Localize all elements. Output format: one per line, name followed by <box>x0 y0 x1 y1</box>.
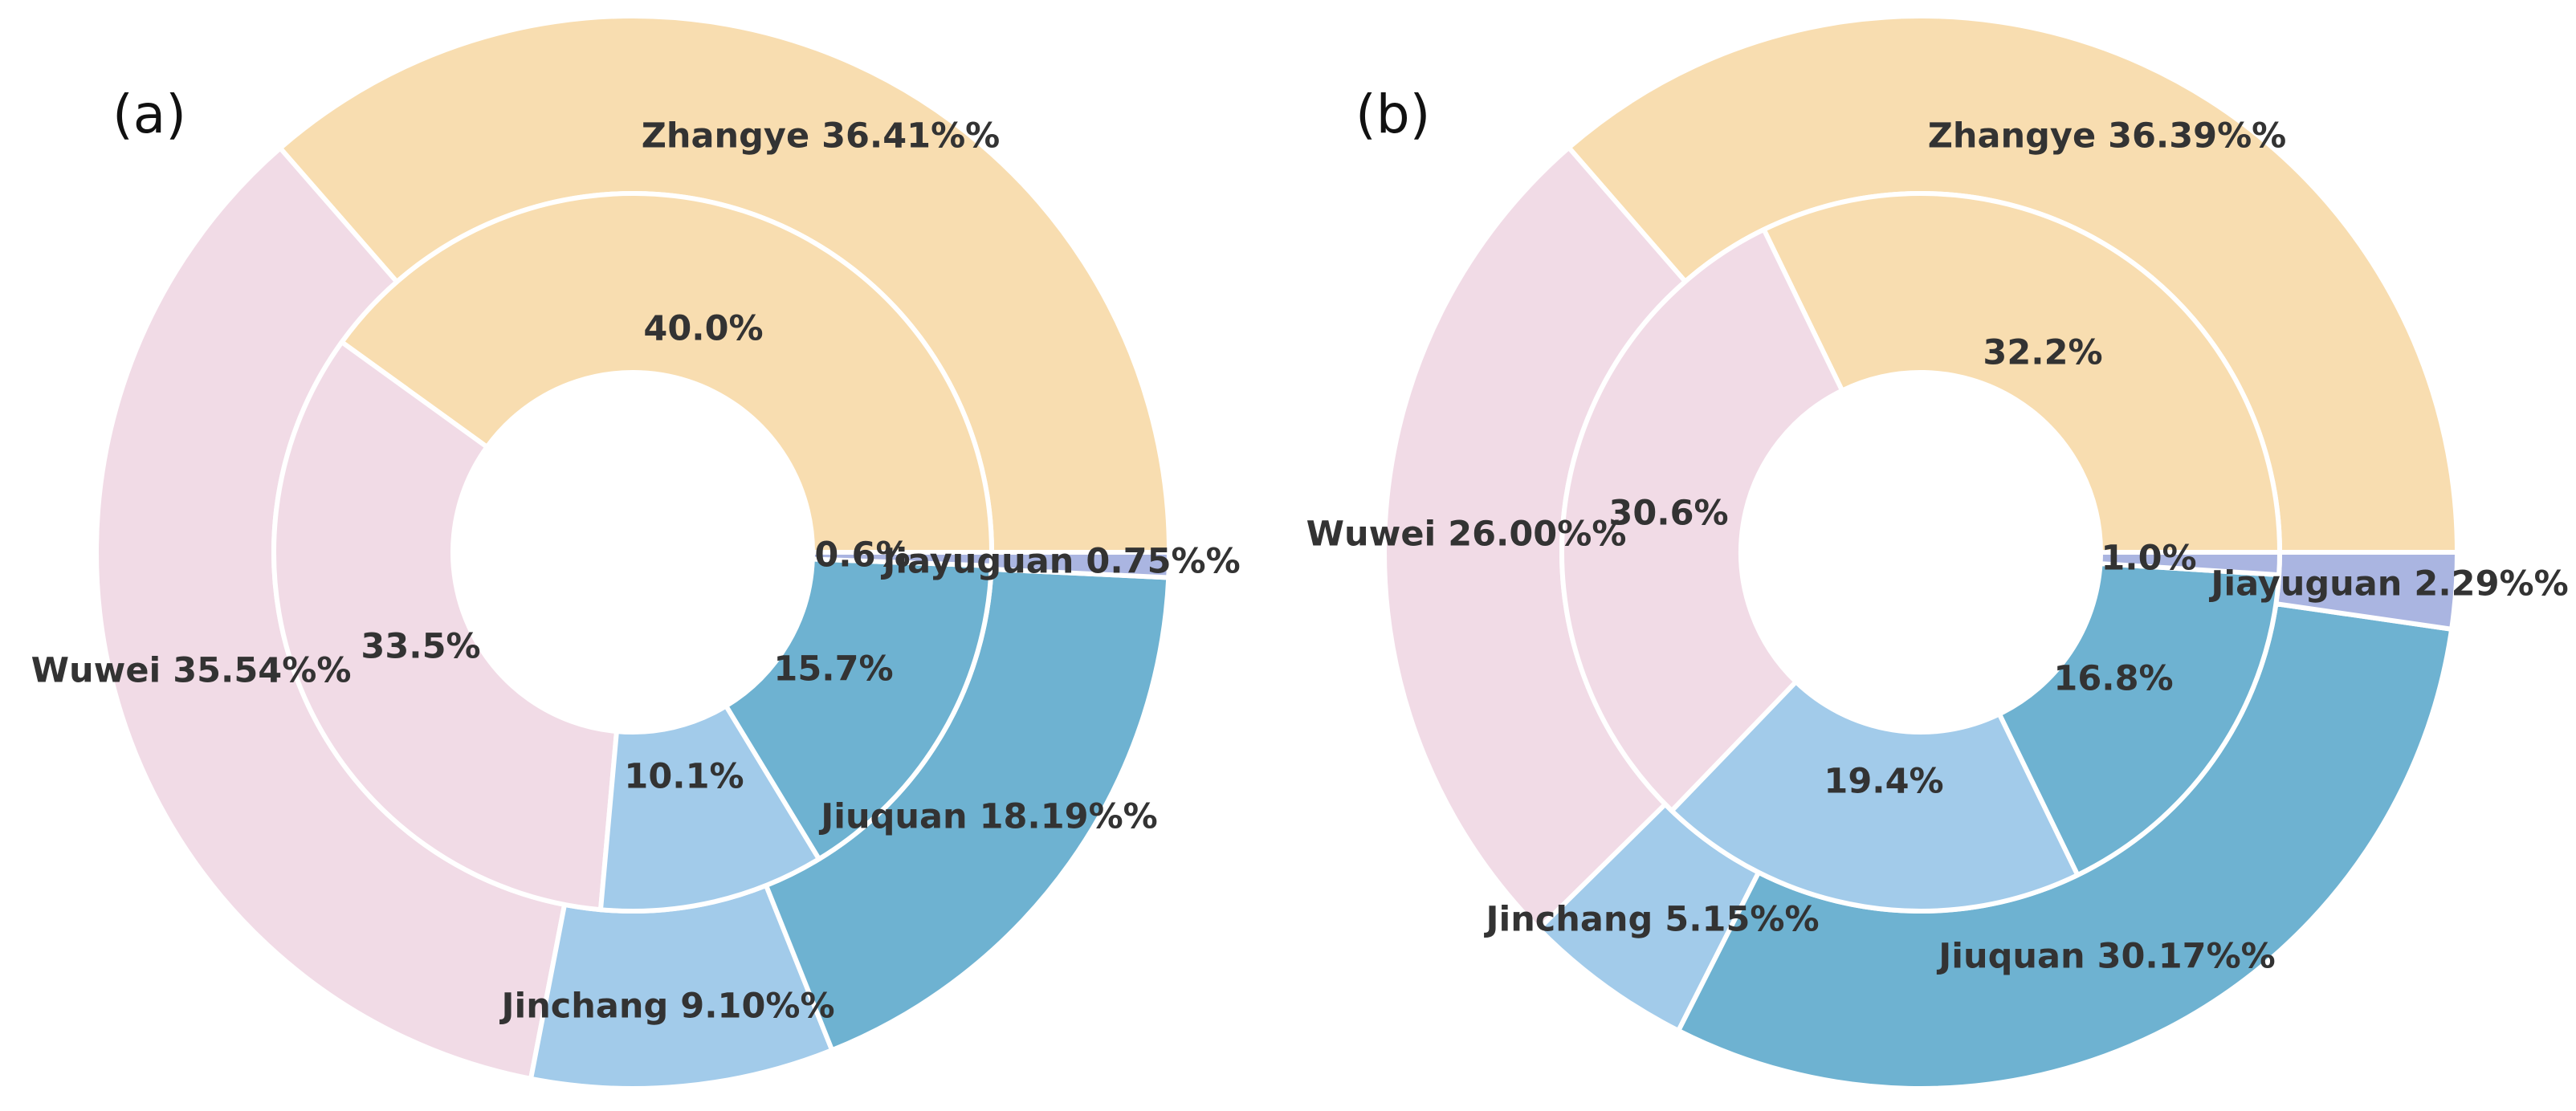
outer-label-jinchang: Jinchang 5.15%% <box>1483 900 1819 940</box>
outer-label-jinchang: Jinchang 9.10%% <box>499 987 834 1027</box>
inner-wedge-jiuquan <box>1996 561 2282 878</box>
outer-label-jiayuguan: Jiayuguan 0.75%% <box>880 542 1240 582</box>
inner-wedge-jiuquan <box>723 556 994 862</box>
inner-label-jinchang: 19.4% <box>1824 762 1943 802</box>
panel-b-labels: Zhangye 36.39%% Wuwei 26.00%% Jinchang 5.1… <box>1306 116 2569 977</box>
outer-label-wuwei: Wuwei 26.00%% <box>1306 515 1627 555</box>
panel-a-wedges <box>94 14 1172 1092</box>
outer-label-jiayuguan: Jiayuguan 2.29%% <box>2208 564 2568 604</box>
inner-label-zhangye: 32.2% <box>1983 333 2102 373</box>
inner-wedge-jinchang <box>597 703 821 914</box>
inner-label-jiayuguan: 0.6% <box>814 535 910 576</box>
inner-label-jiayuguan: 1.0% <box>2101 539 2196 579</box>
inner-label-wuwei: 33.5% <box>361 627 480 667</box>
inner-label-jiuquan: 15.7% <box>773 649 893 690</box>
panel-a-labels: Zhangye 36.41%% Wuwei 35.54%% Jinchang 9.1… <box>31 116 1241 1027</box>
outer-label-jiuquan: Jiuquan 18.19%% <box>818 797 1158 837</box>
inner-wedge-wuwei <box>1559 226 1845 813</box>
panel-a-label: (a) <box>112 83 186 145</box>
outer-label-zhangye: Zhangye 36.41%% <box>642 116 1001 157</box>
outer-label-wuwei: Wuwei 35.54%% <box>31 651 352 691</box>
panel-b-label: (b) <box>1355 83 1430 145</box>
panel-a: Zhangye 36.41%% Wuwei 35.54%% Jinchang 9.1… <box>31 14 1241 1092</box>
inner-wedge-wuwei <box>271 340 619 913</box>
inner-wedge-jinchang <box>1669 679 2081 914</box>
outer-label-zhangye: Zhangye 36.39%% <box>1928 116 2287 157</box>
outer-label-jiuquan: Jiuquan 30.17%% <box>1936 937 2276 977</box>
inner-label-jinchang: 10.1% <box>624 757 744 797</box>
inner-wedge-zhangye <box>1761 191 2282 555</box>
inner-wedge-jiayuguan <box>2097 550 2283 578</box>
inner-label-wuwei: 30.6% <box>1608 494 1728 534</box>
panel-b: Zhangye 36.39%% Wuwei 26.00%% Jinchang 5.1… <box>1306 14 2569 1091</box>
inner-label-zhangye: 40.0% <box>643 309 763 349</box>
inner-wedge-zhangye <box>339 191 994 555</box>
inner-label-jiuquan: 16.8% <box>2053 659 2173 699</box>
inner-wedge-jiayuguan <box>809 550 994 568</box>
panel-b-wedges <box>1382 14 2460 1091</box>
